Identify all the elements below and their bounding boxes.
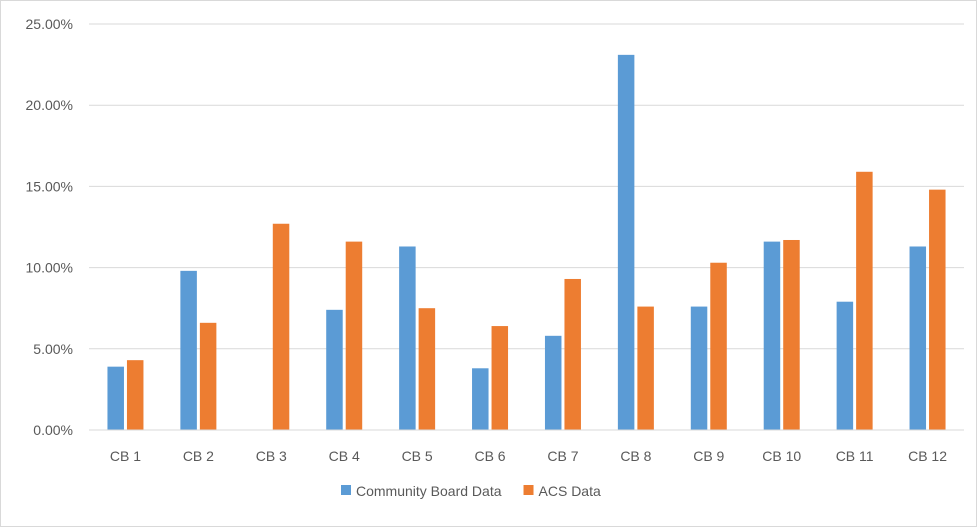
bar-acs-cb-3 (272, 223, 290, 430)
x-axis: CB 1 CB 2 CB 3 CB 4 CB 5 CB 6 CB 7 CB 8 CB 9 CB 1… (89, 429, 964, 464)
x-tick-label: CB 3 (256, 448, 287, 464)
legend-swatch (341, 485, 351, 495)
bar-community-board-cb-10 (763, 241, 781, 430)
bar-community-board-cb-12 (909, 246, 927, 430)
bar-acs-cb-9 (710, 262, 727, 430)
bar-acs-cb-5 (418, 308, 436, 430)
legend-label: ACS Data (539, 483, 601, 499)
x-tick-label: CB 11 (836, 448, 874, 464)
bar-acs-cb-1 (126, 360, 144, 430)
x-tick-label: CB 2 (183, 448, 214, 464)
y-axis-tick-labels: 0.00% 5.00% 10.00% 15.00% 20.00% 25.00% (26, 16, 73, 438)
x-tick-label: CB 9 (693, 448, 724, 464)
x-tick-label: CB 8 (620, 448, 651, 464)
bar-community-board-cb-9 (690, 306, 708, 430)
y-tick-label: 20.00% (26, 97, 73, 113)
bar-community-board-cb-8 (617, 54, 635, 431)
y-tick-label: 5.00% (33, 341, 73, 357)
bar-acs-cb-8 (637, 306, 654, 430)
legend-label: Community Board Data (356, 483, 502, 499)
bar-community-board-cb-5 (399, 246, 416, 430)
legend: Community Board Data ACS Data (341, 483, 601, 499)
bar-community-board-cb-2 (180, 270, 197, 430)
y-tick-label: 15.00% (26, 178, 73, 194)
bar-community-board-cb-6 (472, 368, 489, 430)
bar-acs-cb-10 (783, 239, 800, 430)
x-tick-label: CB 7 (547, 448, 578, 464)
x-tick-label: CB 5 (402, 448, 433, 464)
bars (107, 54, 946, 431)
x-tick-label: CB 10 (762, 448, 801, 464)
bar-community-board-cb-11 (836, 301, 854, 430)
bar-community-board-cb-4 (326, 309, 343, 430)
legend-swatch (523, 485, 534, 495)
bar-acs-cb-2 (199, 322, 217, 430)
gridlines (89, 23, 964, 350)
y-tick-label: 25.00% (26, 16, 73, 32)
bar-community-board-cb-7 (544, 335, 562, 430)
x-tick-label: CB 1 (110, 448, 141, 464)
bar-acs-cb-7 (564, 278, 581, 430)
bar-acs-cb-12 (929, 189, 946, 430)
x-tick-label: CB 4 (329, 448, 360, 464)
x-tick-label: CB 6 (474, 448, 505, 464)
bar-acs-cb-6 (491, 326, 509, 430)
y-tick-label: 0.00% (33, 422, 73, 438)
x-tick-label: CB 12 (908, 448, 947, 464)
bar-community-board-cb-1 (107, 366, 124, 430)
bar-acs-cb-4 (345, 241, 363, 430)
bar-acs-cb-11 (856, 171, 873, 430)
y-tick-label: 10.00% (26, 260, 73, 276)
